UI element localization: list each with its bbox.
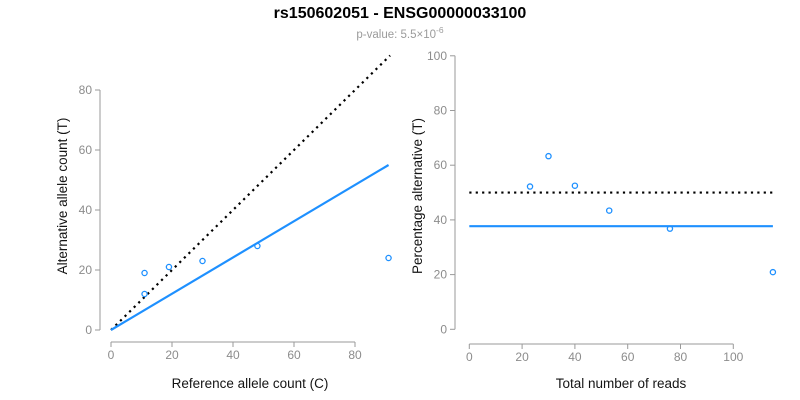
x-tick-label: 100 [723, 350, 743, 364]
x-tick-label: 40 [226, 348, 240, 362]
y-tick-label: 40 [434, 213, 448, 227]
pvalue-text: p-value: 5.5×10 [356, 28, 437, 41]
x-tick-label: 20 [515, 350, 529, 364]
data-point [254, 242, 261, 250]
data-point [199, 257, 206, 265]
y-tick-label: 80 [79, 83, 93, 97]
figure-subtitle: p-value: 5.5×10-6 [0, 25, 800, 41]
x-tick-label: 80 [674, 350, 688, 364]
x-tick-label: 60 [287, 348, 301, 362]
fitted-line [110, 164, 390, 331]
data-point [545, 152, 552, 160]
x-tick-label: 60 [621, 350, 635, 364]
data-point [769, 268, 777, 276]
y-axis-title: Percentage alternative (T) [410, 118, 425, 274]
pvalue-exponent: -6 [436, 25, 444, 35]
data-point [605, 207, 613, 214]
figure-title: rs150602051 - ENSG00000033100 [273, 5, 527, 22]
y-tick-label: 60 [79, 143, 93, 157]
x-axis-title: Total number of reads [556, 376, 687, 391]
y-axis-title: Alternative allele count (T) [55, 118, 70, 275]
data-point [141, 290, 148, 298]
y-tick-label: 0 [85, 323, 92, 337]
data-point [571, 182, 579, 189]
x-axis-title: Reference allele count (C) [172, 376, 329, 391]
data-point [141, 269, 148, 277]
x-tick-label: 20 [165, 348, 179, 362]
y-tick-label: 20 [434, 268, 448, 282]
y-tick-label: 100 [427, 49, 447, 63]
y-tick-label: 40 [79, 203, 93, 217]
data-point [666, 225, 674, 232]
data-point [385, 254, 392, 262]
identity-line [110, 54, 391, 331]
y-tick-label: 80 [434, 104, 448, 118]
allele-counts-scatter: 0 20 40 60 80 0 20 40 60 80 Reference allele count… [55, 54, 392, 391]
y-tick-label: 60 [434, 158, 448, 172]
data-point [526, 183, 534, 190]
y-tick-label: 0 [440, 322, 447, 336]
x-tick-label: 0 [466, 350, 473, 364]
x-tick-label: 80 [348, 348, 362, 362]
data-point [165, 263, 173, 271]
percentage-vs-reads-scatter: 0 20 40 60 80 100 0 20 40 60 80 100 Total number of … [410, 49, 777, 391]
x-tick-label: 40 [568, 350, 582, 364]
x-tick-label: 0 [108, 348, 115, 362]
y-tick-label: 20 [79, 263, 93, 277]
